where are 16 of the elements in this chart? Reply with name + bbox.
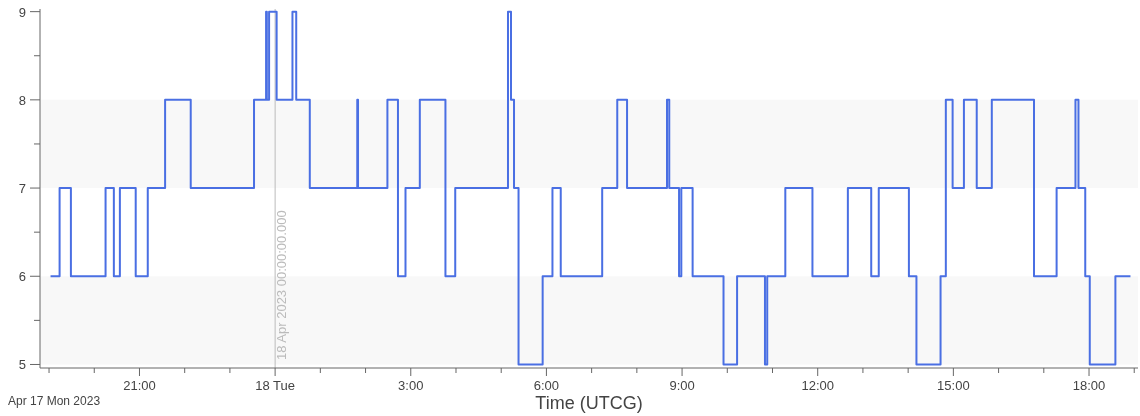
x-tick-label: 9:00 (669, 378, 695, 393)
x-tick-label: 18:00 (1072, 378, 1106, 393)
y-tick-label: 9 (18, 4, 26, 20)
y-tick-label: 5 (18, 357, 26, 373)
x-tick-label: 18 Tue (255, 378, 296, 393)
x-tick-label: 12:00 (801, 378, 834, 393)
x-tick-label: 21:00 (123, 378, 156, 393)
text: Apr 17 Mon 2023 (8, 394, 101, 408)
x-tick-label: 3:00 (398, 378, 424, 393)
x-axis-title: Time (UTCG) (535, 393, 643, 413)
y-tick-label: 7 (18, 181, 26, 197)
x-tick-label: 15:00 (937, 378, 970, 393)
x-tick-label: 6:00 (533, 378, 560, 393)
y-tick-label: 8 (18, 92, 26, 108)
ref-line-label: 18 Apr 2023 00:00:00.000 (274, 210, 290, 360)
y-tick-label: 6 (18, 269, 26, 285)
